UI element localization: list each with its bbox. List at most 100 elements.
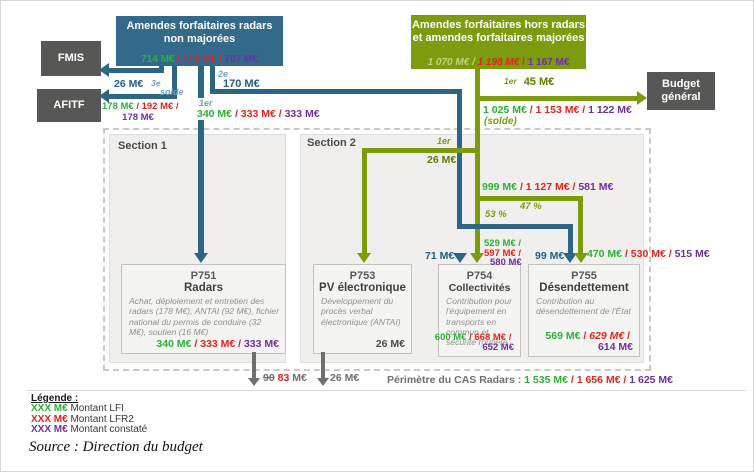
p754-green-values: 529 M€ / 597 M€ / 580 M€ [484,239,522,268]
flow-line-p751 [198,66,204,256]
separator: / [526,104,536,116]
p755-green-lfr2: 530 M€ [630,248,666,260]
p755-green-values: 470 M€ / 530 M€ / 515 M€ [587,248,710,260]
arrowhead-p753 [357,253,371,263]
perimeter-label: Périmètre du CAS Radars : [387,374,522,386]
separator: / [133,101,142,112]
separator: / [506,332,514,343]
p751-flow-values: 340 M€ / 333 M€ / 333 M€ [195,108,322,120]
separator: / [569,181,579,193]
separator: / [216,54,225,65]
separator: / [469,57,478,68]
p751-code: P751 [190,270,217,282]
perimeter-lfi: 1 535 M€ [524,374,568,386]
legend-item-lfr2: XXX M€ Montant LFR2 [31,414,147,426]
legend-sample-constate: XXX M€ [31,424,68,435]
afitf-constate: 178 M€ [122,111,154,123]
perimeter-lfr2: 1 656 M€ [576,374,621,386]
section2-blue-ordinal: 2e [218,69,229,79]
fmis-box: FMIS [41,41,101,76]
p754-green-constate: 580 M€ [490,257,522,268]
flow-line-p755-green-vert [578,196,583,253]
nonradar-constate-value: 1 167 M€ [527,57,570,68]
separator: / [620,374,630,386]
legend-sample-lfi: XXX M€ [31,403,68,414]
p751-flow-ordinal: 1er [197,98,215,108]
p751-flow-constate: 333 M€ [284,108,320,120]
legend-item-lfi: XXX M€ Montant LFI [31,403,147,415]
split-lfr2: 1 127 M€ [525,181,570,193]
p755-code: P755 [571,270,597,282]
p751-flow-lfi: 340 M€ [197,108,233,120]
legend-label-constate: Montant constaté [70,424,148,435]
nonradar-fines-title: Amendes forfaitaires hors radars et amen… [411,19,585,44]
split-pct-p754: 53 % [485,209,507,220]
flow-line-afitf-horiz [107,94,177,99]
afitf-flow-values: 178 M€ / 192 M€ / 178 M€ [102,101,179,123]
p753-name: PV électronique [319,282,406,294]
sec2-green-constate: 1 122 M€ [588,104,632,116]
radar-fines-values: 714 M€ / 714 M€ / 707 M€ [116,54,283,65]
arrowhead-p751 [194,253,208,263]
separator: / [275,108,285,120]
separator: / [466,332,475,343]
section2-green-values: 1 025 M€ / 1 153 M€ / 1 122 M€ [483,104,632,116]
p755-green-lfi: 470 M€ [587,248,623,260]
p755-constate: 614 M€ [597,341,633,353]
arrowhead-p755-green [574,253,588,263]
source-box-radar-fines: Amendes forfaitaires radars non majorées… [116,16,283,66]
p754-constate: 652 M€ [482,342,514,353]
program-box-p753: P753 PV électronique Développement du pr… [313,264,412,354]
arrowhead-p754-green [470,253,484,263]
outflow-line-p753 [321,352,325,378]
p753-flow-amount: 26 M€ [427,154,457,166]
program-box-p755: P755 Désendettement Contribution au dése… [528,264,640,357]
flow-line-p755-green-horiz [480,196,581,201]
section-1-label: Section 1 [118,140,167,152]
p753-amount: 26 M€ [375,338,405,350]
legend-title: Légende : [31,393,79,404]
fmis-flow-label: 26 M€ 3e [114,78,161,90]
separator: / [580,330,590,342]
budget-ordinal: 1er [504,76,517,86]
perimeter-constate: 1 625 M€ [629,374,674,386]
budget-flow-label: 1er 45 M€ [504,76,554,88]
footer-divider [26,390,746,391]
flow-line-afitf-vert [172,66,177,99]
p751-values: 340 M€ / 333 M€ / 333 M€ [156,338,279,350]
split-lfi: 999 M€ [482,181,518,193]
budget-amount: 45 M€ [523,76,555,88]
separator: / [174,54,183,65]
arrowhead-out-p751 [248,378,260,386]
arrowhead-p754-blue [453,253,467,263]
p755-description: Contribution au désendettement de l'État [536,296,631,317]
budget-general-box: Budget général [647,72,715,110]
p753-flow-ordinal: 1er [437,136,451,146]
arrowhead-out-p753 [317,378,329,386]
fmis-ordinal: 3e [151,78,161,88]
source-note: Source : Direction du budget [29,439,203,455]
flow-line-fmis-horiz [107,68,164,73]
separator: / [567,374,577,386]
p754-code: P754 [466,270,493,282]
p753-outflow-label: 26 M€ [330,372,360,384]
sec2-green-lfi: 1 025 M€ [483,104,527,116]
p754-lfr2: 668 M€ [474,332,507,343]
p755-values: 569 M€ / 629 M€ / 614 M€ [545,331,633,353]
afitf-lfi: 178 M€ [102,101,134,112]
section2-green-solde-label: (solde) [484,116,517,127]
p754-lfi: 600 M€ [434,332,467,343]
flow-line-p753-horiz [362,148,475,153]
flow-line-p753-vert [362,148,367,253]
legend: Légende : XXX M€ Montant LFI XXX M€ Mont… [31,393,147,436]
p751-out-new: 83 [277,372,290,384]
outflow-line-p751 [252,352,256,378]
flow-line-budget-horiz [480,96,637,101]
p753-description: Développement du procès verbal électroni… [321,296,401,327]
flow-line-p755-blue-horiz [457,224,573,229]
p755-blue-amount: 99 M€ [535,250,565,262]
perimeter-total: Périmètre du CAS Radars : 1 535 M€ / 1 6… [387,374,673,386]
separator: / [517,181,526,193]
p751-constate: 333 M€ [243,338,279,350]
p751-out-old: 90 [263,372,275,384]
